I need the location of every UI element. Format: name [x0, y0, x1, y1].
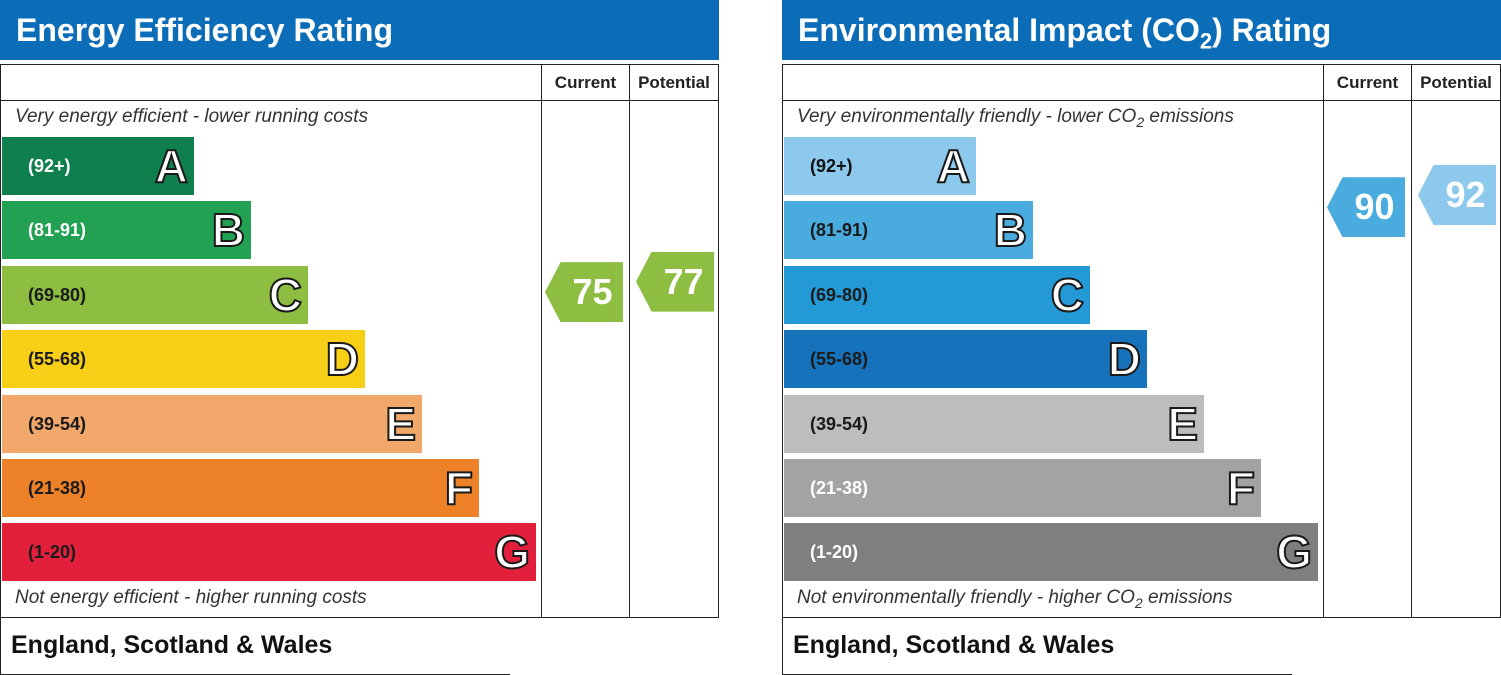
band-e: (39-54) E: [2, 394, 422, 453]
column-header-potential: Potential: [638, 73, 710, 92]
header-divider: [782, 100, 1501, 101]
band-range-label: (1-20): [810, 542, 859, 563]
current-rating-value: 75: [572, 271, 613, 313]
band-letter: F: [444, 461, 474, 515]
top-caption: Very energy efficient - lower running co…: [15, 106, 369, 127]
chart-title: Environmental Impact (CO2) Rating: [782, 0, 1501, 60]
band-letter: E: [1166, 397, 1199, 451]
environmental-impact-panel: Environmental Impact (CO2) Rating Curren…: [782, 0, 1501, 675]
column-divider: [1411, 64, 1412, 618]
footer-region: England, Scotland & Wales: [0, 618, 510, 675]
footer-region: England, Scotland & Wales: [782, 618, 1292, 675]
current-rating-arrow: 75: [545, 262, 623, 323]
band-range-label: (81-91): [810, 220, 869, 241]
region-label: England, Scotland & Wales: [793, 631, 1115, 659]
band-d: (55-68) D: [784, 330, 1147, 389]
column-header-current: Current: [554, 73, 617, 92]
current-rating-arrow: 90: [1327, 177, 1405, 238]
chart-frame: [0, 64, 719, 618]
region-label: England, Scotland & Wales: [11, 631, 333, 659]
band-range-label: (39-54): [810, 413, 869, 434]
band-letter: B: [993, 203, 1028, 257]
band-letter: D: [1107, 332, 1142, 386]
potential-rating-value: 92: [1445, 174, 1486, 215]
column-divider: [541, 64, 542, 618]
potential-rating-value: 77: [663, 260, 704, 302]
header-divider: [0, 100, 719, 101]
bottom-caption-text: Not environmentally friendly - higher CO: [797, 587, 1135, 608]
band-a: (92+) A: [784, 137, 976, 195]
band-range-label: (21-38): [28, 478, 87, 498]
bottom-caption: Not environmentally friendly - higher CO…: [797, 587, 1232, 611]
band-range-label: (92+): [28, 156, 71, 176]
band-letter: C: [1050, 268, 1085, 322]
band-letter: B: [211, 203, 246, 257]
band-range-label: (21-38): [810, 478, 869, 498]
band-range-label: (69-80): [810, 284, 869, 305]
band-range-label: (1-20): [28, 542, 77, 563]
band-g: (1-20) G: [2, 523, 536, 582]
band-letter: F: [1226, 461, 1256, 515]
band-letter: G: [493, 525, 531, 579]
top-caption-text-end: emissions: [1144, 106, 1234, 127]
band-e: (39-54) E: [784, 394, 1204, 453]
potential-rating-arrow: 77: [636, 251, 714, 312]
column-header-potential: Potential: [1420, 73, 1492, 92]
chart-title: Energy Efficiency Rating: [0, 0, 719, 60]
band-f: (21-38) F: [784, 459, 1261, 517]
column-divider: [629, 64, 630, 618]
band-letter: D: [325, 332, 360, 386]
band-b: (81-91) B: [784, 201, 1033, 260]
band-b: (81-91) B: [2, 201, 251, 260]
band-letter: G: [1275, 525, 1313, 579]
energy-efficiency-panel: Energy Efficiency Rating Current Potenti…: [0, 0, 719, 675]
chart-title-text-end: ) Rating: [1212, 12, 1332, 48]
chart-title-text: Environmental Impact (CO: [798, 12, 1200, 48]
band-letter: A: [154, 139, 189, 193]
band-g: (1-20) G: [784, 523, 1318, 582]
band-range-label: (55-68): [28, 349, 87, 370]
band-letter: E: [384, 397, 417, 451]
current-rating-value: 90: [1354, 186, 1395, 228]
band-range-label: (39-54): [28, 413, 87, 434]
column-header-current: Current: [1336, 73, 1399, 92]
column-divider: [1323, 64, 1324, 618]
band-c: (69-80) C: [784, 265, 1090, 324]
potential-rating-arrow: 92: [1418, 165, 1496, 225]
band-range-label: (92+): [810, 156, 853, 176]
bottom-caption-text-end: emissions: [1142, 587, 1233, 608]
band-f: (21-38) F: [2, 459, 479, 517]
top-caption-text: Very environmentally friendly - lower CO: [797, 106, 1137, 127]
top-caption: Very environmentally friendly - lower CO…: [797, 106, 1234, 130]
chart-title-subscript: 2: [1199, 28, 1213, 54]
band-range-label: (55-68): [810, 349, 869, 370]
band-a: (92+) A: [2, 137, 194, 195]
band-letter: C: [268, 268, 303, 322]
band-range-label: (69-80): [28, 284, 87, 305]
top-caption-subscript: 2: [1136, 113, 1145, 130]
band-d: (55-68) D: [2, 330, 365, 389]
bottom-caption: Not energy efficient - higher running co…: [15, 587, 367, 608]
band-c: (69-80) C: [2, 265, 308, 324]
band-letter: A: [936, 139, 971, 193]
band-range-label: (81-91): [28, 220, 87, 241]
bottom-caption-subscript: 2: [1134, 594, 1143, 611]
